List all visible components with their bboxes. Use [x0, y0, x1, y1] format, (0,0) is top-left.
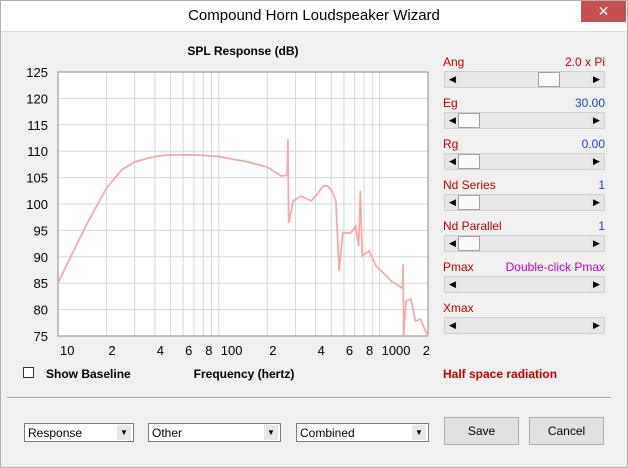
dropdown-text[interactable]: Combined: [300, 426, 355, 440]
x-tick-label: 8: [366, 343, 373, 358]
y-tick-label: 80: [34, 303, 48, 318]
checkbox[interactable]: [23, 367, 34, 378]
scroll-left[interactable]: ◀: [445, 277, 460, 292]
scroll-thumb[interactable]: [458, 113, 480, 128]
y-tick-label: 75: [34, 329, 48, 344]
scrollbar[interactable]: ◀ ▶: [444, 235, 605, 252]
y-tick-label: 115: [27, 118, 48, 133]
dropdown[interactable]: Other ▼: [148, 423, 281, 442]
control-value: 0.00: [581, 137, 605, 151]
scroll-left[interactable]: ◀: [445, 113, 460, 128]
window-title: Compound Horn Loudspeaker Wizard: [188, 7, 440, 24]
dropdown-text[interactable]: Response: [28, 426, 83, 440]
scroll-left[interactable]: ◀: [445, 318, 460, 333]
x-tick-label: 8: [205, 343, 212, 358]
dropdown[interactable]: Response ▼: [24, 423, 134, 442]
x-tick-label: 6: [185, 343, 192, 358]
scroll-thumb[interactable]: [458, 195, 480, 210]
scroll-right[interactable]: ▶: [589, 277, 604, 292]
scroll-right[interactable]: ▶: [589, 72, 604, 87]
dropdown[interactable]: Combined ▼: [296, 423, 429, 442]
scrollbar[interactable]: ◀ ▶: [444, 112, 605, 129]
control-value: 2.0 x Pi: [564, 55, 605, 69]
x-tick-label: 2: [423, 343, 430, 358]
control-value: 30.00: [574, 96, 605, 110]
control-label: Ang: [443, 55, 465, 69]
control-label: Nd Series: [443, 178, 496, 192]
control-label: Nd Parallel: [443, 219, 502, 233]
x-axis-label: Frequency (hertz): [194, 367, 295, 381]
scroll-left[interactable]: ◀: [445, 154, 460, 169]
scrollbar[interactable]: ◀ ▶: [444, 194, 605, 211]
dropdown-arrow[interactable]: ▼: [117, 425, 131, 440]
scrollbar[interactable]: ◀ ▶: [444, 276, 605, 293]
y-tick-label: 120: [26, 91, 48, 106]
control-label: Xmax: [443, 301, 474, 315]
control-value: 1: [598, 178, 605, 192]
scrollbar[interactable]: ◀ ▶: [444, 317, 605, 334]
y-tick-label: 85: [34, 276, 48, 291]
scroll-right[interactable]: ▶: [589, 236, 604, 251]
scroll-right[interactable]: ▶: [589, 154, 604, 169]
scroll-left[interactable]: ◀: [445, 72, 460, 87]
x-tick-label: 2: [269, 343, 276, 358]
response-line: [57, 139, 429, 337]
control-label: Rg: [443, 137, 459, 151]
chart-title: SPL Response (dB): [187, 44, 298, 58]
title-bar: Compound Horn Loudspeaker Wizard ✕: [1, 1, 627, 32]
dropdown-arrow[interactable]: ▼: [264, 425, 278, 440]
y-tick-label: 110: [27, 144, 48, 159]
dropdown-arrow[interactable]: ▼: [412, 425, 426, 440]
x-tick-label: 10: [60, 343, 74, 358]
y-tick-label: 125: [26, 65, 48, 80]
control-value: 1: [598, 219, 605, 233]
scroll-left[interactable]: ◀: [445, 195, 460, 210]
y-tick-label: 95: [34, 223, 48, 238]
scroll-left[interactable]: ◀: [445, 236, 460, 251]
y-tick-label: 100: [26, 197, 48, 212]
scrollbar[interactable]: ◀ ▶: [444, 153, 605, 170]
control-label: Eg: [443, 96, 458, 110]
x-tick-label: 4: [157, 343, 164, 358]
y-tick-label: 105: [26, 171, 48, 186]
x-tick-label: 1000: [382, 343, 411, 358]
button[interactable]: Save: [444, 417, 519, 445]
separator: [7, 397, 611, 399]
x-tick-label: 6: [346, 343, 353, 358]
plot-border: [57, 71, 429, 337]
close-button[interactable]: ✕: [581, 1, 626, 22]
y-tick-label: 90: [34, 250, 48, 265]
scroll-thumb[interactable]: [538, 72, 560, 87]
button[interactable]: Cancel: [529, 417, 604, 445]
radiation-label: Half space radiation: [443, 367, 558, 381]
control-label: Pmax: [443, 260, 474, 274]
dropdown-text[interactable]: Other: [152, 426, 183, 440]
checkbox-label[interactable]: Show Baseline: [46, 367, 131, 381]
x-tick-label: 100: [221, 343, 243, 358]
scroll-thumb[interactable]: [458, 154, 480, 169]
scroll-right[interactable]: ▶: [589, 195, 604, 210]
x-tick-label: 4: [318, 343, 325, 358]
scrollbar[interactable]: ◀ ▶: [444, 71, 605, 88]
scroll-thumb[interactable]: [458, 236, 480, 251]
scroll-right[interactable]: ▶: [589, 318, 604, 333]
x-tick-label: 2: [108, 343, 115, 358]
scroll-right[interactable]: ▶: [589, 113, 604, 128]
control-value: Double-click Pmax: [505, 260, 605, 274]
